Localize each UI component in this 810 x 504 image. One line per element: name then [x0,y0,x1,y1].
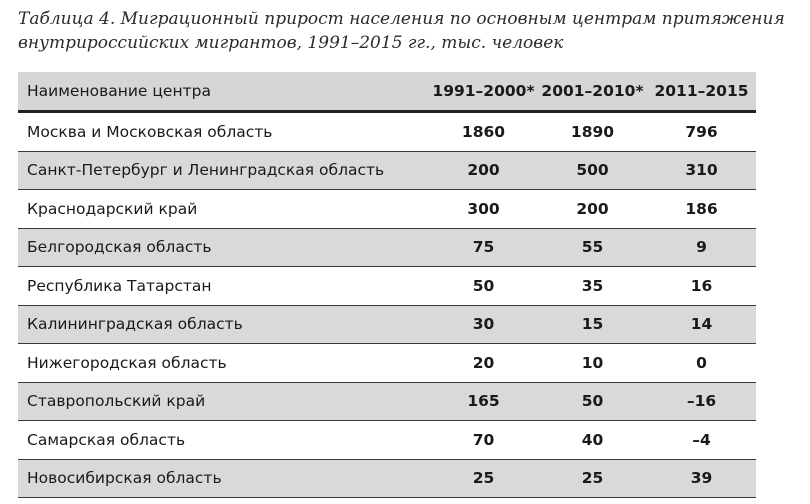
header-center-name: Наименование центра [27,82,211,100]
table-row: Калининградская область 30 15 14 [18,305,756,344]
row-center-name: Санкт-Петербург и Ленинградская область [27,161,385,180]
table-row: Краснодарский край 300 200 186 [18,189,756,228]
row-center-name: Калининградская область [27,315,243,334]
row-value-1991-2000: 1860 [461,122,506,141]
table-row: Республика Татарстан 50 35 16 [18,266,756,305]
table-row: Москва и Московская область 1860 1890 79… [18,111,756,151]
header-period-2001-2010: 2001–2010* [538,72,647,112]
row-value-1991-2000: 165 [467,392,500,411]
row-value-2001-2010: 50 [581,392,604,411]
row-value-2001-2010: 55 [581,238,604,257]
row-value-2011-2015: 0 [696,353,707,372]
row-value-1991-2000: 300 [467,199,500,218]
row-value-2011-2015: 186 [685,199,718,218]
row-value-2011-2015: 310 [685,161,718,180]
row-value-2011-2015: 796 [685,122,718,141]
row-value-2001-2010: 40 [581,430,604,449]
row-value-2001-2010: 10 [581,353,604,372]
table-row: Новосибирская область 25 25 39 [18,459,756,498]
row-value-2001-2010: 500 [576,161,609,180]
header-period-2011-2015: 2011–2015 [647,72,756,112]
caption-line-1: Таблица 4. Миграционный прирост населени… [18,9,785,29]
row-value-2011-2015: 16 [690,276,713,295]
header-period-1991-2000: 1991–2000* [429,72,538,112]
table-row: Санкт-Петербург и Ленинградская область … [18,151,756,190]
row-value-2001-2010: 15 [581,315,604,334]
row-value-1991-2000: 30 [472,315,495,334]
row-value-2011-2015: –16 [686,392,717,411]
row-value-2001-2010: 35 [581,276,604,295]
row-center-name: Нижегородская область [27,353,227,372]
row-center-name: Новосибирская область [27,469,222,488]
row-center-name: Москва и Московская область [27,122,273,141]
row-value-1991-2000: 200 [467,161,500,180]
row-value-2001-2010: 25 [581,469,604,488]
row-value-2011-2015: 9 [696,238,707,257]
table-row: Белгородская область 75 55 9 [18,228,756,267]
row-value-1991-2000: 75 [472,238,495,257]
row-center-name: Ставропольский край [27,392,206,411]
row-value-1991-2000: 50 [472,276,495,295]
row-value-2001-2010: 1890 [570,122,615,141]
row-value-1991-2000: 25 [472,469,495,488]
row-center-name: Республика Татарстан [27,276,212,295]
row-value-2011-2015: 14 [690,315,713,334]
table-row: Нижегородская область 20 10 0 [18,343,756,382]
table-row: Самарская область 70 40 –4 [18,420,756,459]
migration-table: Наименование центра 1991–2000* 2001–2010… [18,72,756,498]
table-header-row: Наименование центра 1991–2000* 2001–2010… [18,72,756,112]
row-value-2011-2015: –4 [692,430,711,449]
row-value-1991-2000: 70 [472,430,495,449]
row-center-name: Самарская область [27,430,186,449]
row-center-name: Краснодарский край [27,199,198,218]
row-value-2001-2010: 200 [576,199,609,218]
caption-line-2: внутрироссийских мигрантов, 1991–2015 гг… [18,33,564,53]
table-row: Ставропольский край 165 50 –16 [18,382,756,421]
table-caption: Таблица 4. Миграционный прирост населени… [18,7,798,55]
row-value-2011-2015: 39 [690,469,713,488]
row-value-1991-2000: 20 [472,353,495,372]
row-center-name: Белгородская область [27,238,212,257]
